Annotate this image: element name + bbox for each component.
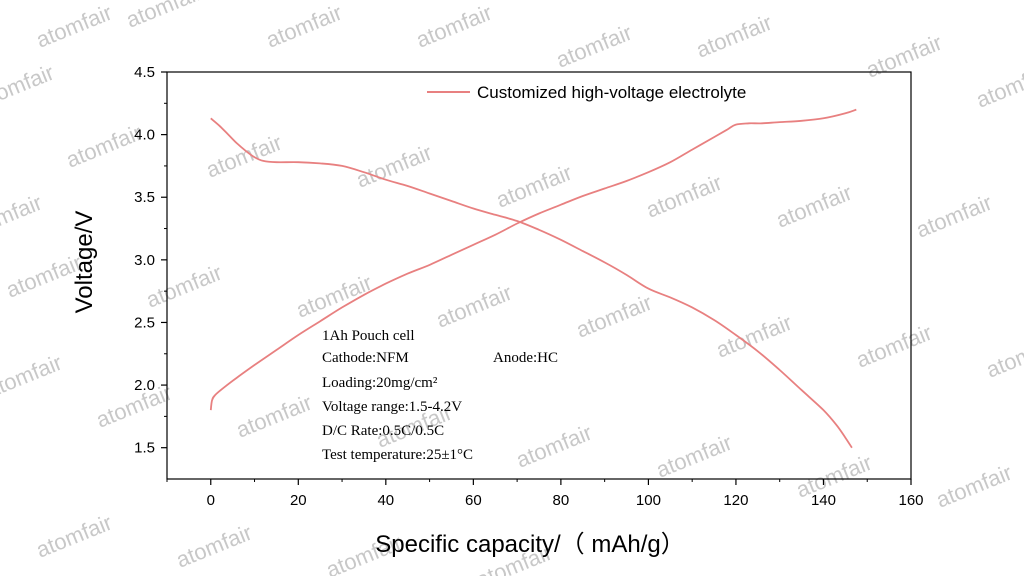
watermark-text: atomfair — [653, 430, 736, 483]
legend: Customized high-voltage electrolyte — [427, 83, 746, 102]
annotation-line-loading: Loading:20mg/cm² — [322, 375, 438, 391]
y-tick-label: 2.0 — [134, 377, 155, 394]
series-line-charge — [209, 108, 857, 411]
watermark-text: atomfair — [863, 30, 946, 83]
x-tick-label: 80 — [553, 492, 570, 509]
watermark-text: atomfair — [203, 130, 286, 183]
watermark-text: atomfair — [713, 310, 796, 363]
x-tick-label: 100 — [636, 492, 661, 509]
annotation-line-anode: Anode:HC — [493, 350, 558, 366]
annotation-block: 1Ah Pouch cell Cathode:NFM Anode:HC Load… — [322, 328, 558, 463]
annotation-line-temperature: Test temperature:25±1°C — [322, 447, 473, 463]
watermark-text: atomfair — [33, 510, 116, 563]
annotation-line-cathode: Cathode:NFM — [322, 350, 409, 366]
x-tick-label: 120 — [723, 492, 748, 509]
watermark-text: atomfair — [513, 420, 596, 473]
watermark-text: atomfair — [123, 0, 206, 33]
watermark-text: atomfair — [173, 520, 256, 573]
x-tick-label: 60 — [465, 492, 482, 509]
x-tick-label: 140 — [811, 492, 836, 509]
y-tick-label: 1.5 — [134, 440, 155, 457]
x-tick-label: 0 — [207, 492, 215, 509]
legend-label: Customized high-voltage electrolyte — [477, 83, 746, 102]
watermark-text: atomfair — [553, 20, 636, 73]
series-layer — [209, 108, 857, 449]
watermark-text: atomfair — [933, 460, 1016, 513]
y-axis-ticks: 1.5 2.0 2.5 3.0 3.5 4.0 4.5 — [134, 64, 167, 457]
watermark-text: atomfair — [263, 0, 346, 53]
series-line-discharge — [210, 117, 853, 449]
annotation-line-rate: D/C Rate:0.5C/0.5C — [322, 423, 444, 439]
watermark-text: atomfair — [0, 60, 58, 113]
watermark-text: atomfair — [353, 140, 436, 193]
watermark-text: atomfair — [0, 350, 66, 403]
watermark-text: atomfair — [33, 0, 116, 53]
watermark-text: atomfair — [983, 330, 1024, 383]
watermark-text: atomfair — [573, 290, 656, 343]
watermark-text: atomfair — [0, 190, 46, 243]
y-tick-label: 4.5 — [134, 64, 155, 81]
annotation-line-cell: 1Ah Pouch cell — [322, 328, 414, 344]
watermark-text: atomfair — [773, 180, 856, 233]
annotation-line-voltage-range: Voltage range:1.5-4.2V — [322, 399, 462, 415]
x-tick-label: 160 — [898, 492, 923, 509]
y-tick-label: 4.0 — [134, 127, 155, 144]
y-tick-label: 3.5 — [134, 189, 155, 206]
x-tick-label: 40 — [377, 492, 394, 509]
plot-frame — [166, 71, 912, 480]
x-tick-label: 20 — [290, 492, 307, 509]
watermark-text: atomfair — [643, 170, 726, 223]
watermark-text: atomfair — [693, 10, 776, 63]
watermark-text: atomfair — [973, 60, 1024, 113]
watermark-text: atomfair — [853, 320, 936, 373]
x-axis-ticks: 0 20 40 60 80 100 120 140 160 — [166, 479, 924, 509]
watermark-text: atomfair — [413, 0, 496, 53]
x-axis-title: Specific capacity/（ mAh/g） — [375, 531, 684, 558]
watermark-text: atomfair — [233, 390, 316, 443]
y-tick-label: 2.5 — [134, 314, 155, 331]
y-tick-label: 3.0 — [134, 252, 155, 269]
watermark-text: atomfair — [63, 120, 146, 173]
watermark-text: atomfair — [913, 190, 996, 243]
y-axis-title: Voltage/V — [71, 211, 98, 314]
watermark-text: atomfair — [433, 280, 516, 333]
